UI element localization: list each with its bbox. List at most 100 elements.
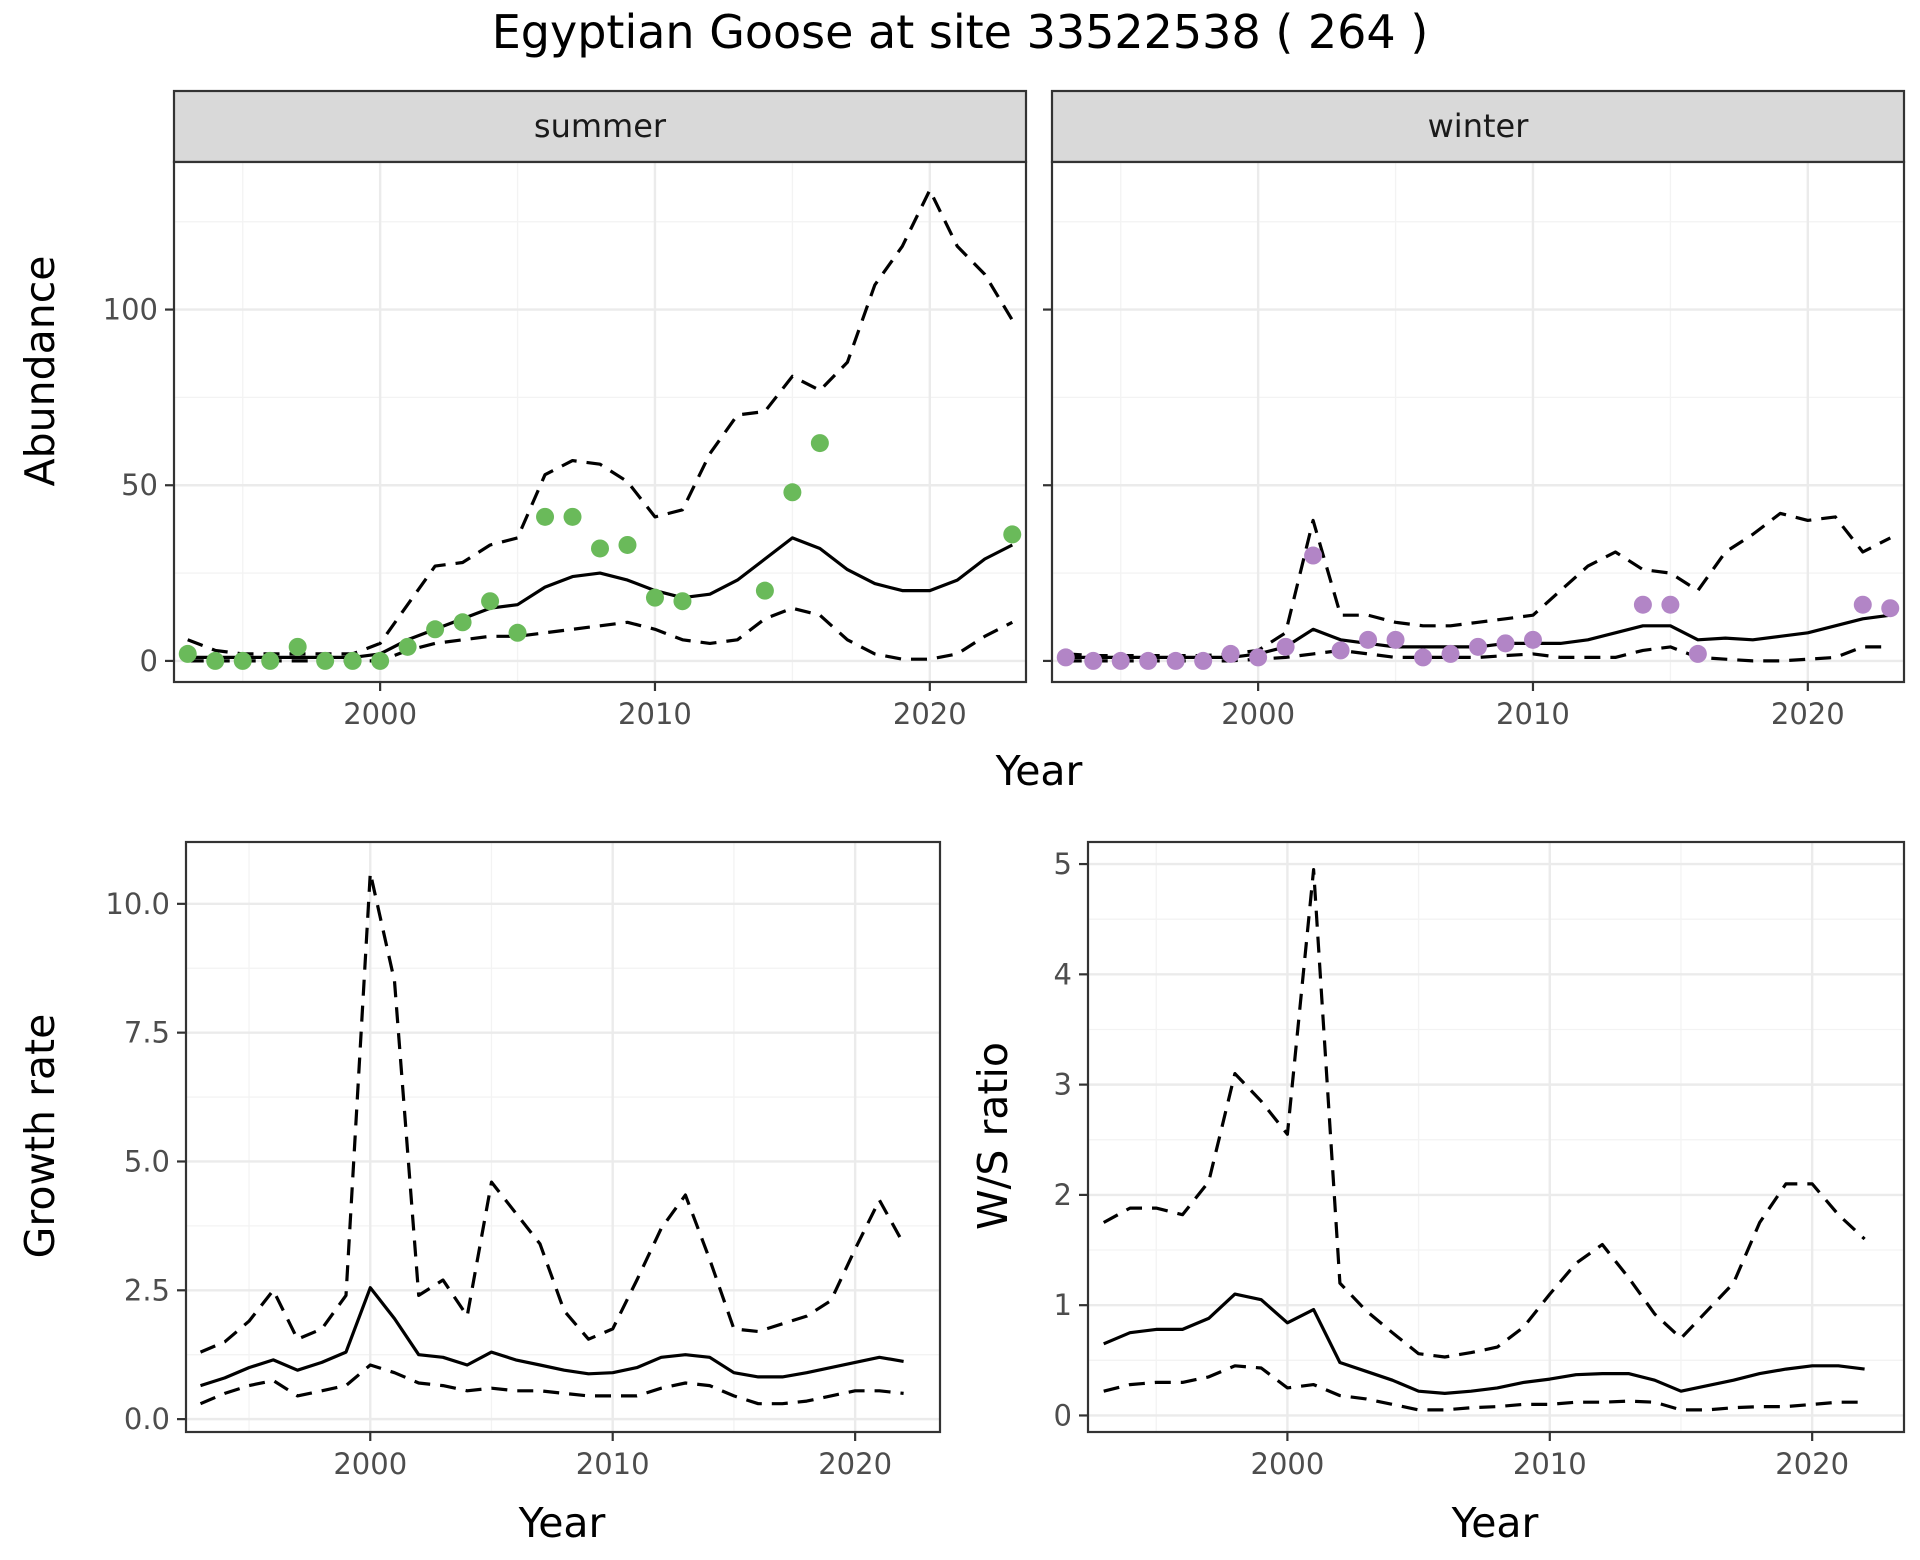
ratio-y-tick-label: 1 xyxy=(1054,1288,1072,1322)
winter-background xyxy=(1052,162,1904,682)
growth-x-tick-label: 2000 xyxy=(333,1447,407,1481)
winter-data-point xyxy=(1661,595,1680,614)
winter-data-point xyxy=(1386,630,1405,649)
winter-x-tick-label: 2000 xyxy=(1221,697,1295,731)
growth-plot-area: 2000 2010 2020 0.0 2.5 5.0 7.5 10.0 xyxy=(105,840,942,1481)
winter-data-point xyxy=(1441,644,1460,663)
summer-strip-label: summer xyxy=(534,107,667,145)
growth-y-tick-label: 7.5 xyxy=(124,1016,170,1050)
summer-data-point xyxy=(426,620,445,639)
summer-data-point xyxy=(481,592,500,611)
growth-background xyxy=(186,842,940,1432)
winter-data-point xyxy=(1139,651,1158,670)
growth-mean-line xyxy=(200,1286,904,1388)
summer-data-point xyxy=(591,539,609,558)
winter-data-point xyxy=(1304,546,1323,565)
winter-data-point xyxy=(1469,637,1487,656)
summer-data-point xyxy=(645,588,664,607)
winter-x-tick-label: 2020 xyxy=(1771,697,1845,731)
winter-abundance-panel: winter 2000 2010 2020 xyxy=(1043,89,1906,731)
winter-strip-label: winter xyxy=(1428,107,1530,145)
summer-data-point xyxy=(261,651,280,670)
winter-data-point xyxy=(1221,644,1240,663)
summer-data-point xyxy=(288,637,307,656)
growth-year-axis-title: Year xyxy=(518,1499,606,1547)
summer-abundance-panel: summer 2000 2010 2020 0 50 100 Abundance xyxy=(16,89,1028,731)
growth-lower-line xyxy=(199,1363,904,1406)
growth-x-tick-label: 2020 xyxy=(818,1447,892,1481)
summer-data-point xyxy=(810,434,829,453)
ratio-x-tick-label: 2000 xyxy=(1251,1447,1325,1481)
summer-data-point xyxy=(536,507,555,526)
ws-ratio-axis-title: W/S ratio xyxy=(969,1042,1017,1230)
ratio-plot-area: 2000 2010 2020 0 1 2 3 4 5 xyxy=(1054,840,1906,1481)
summer-data-point xyxy=(343,651,362,670)
winter-strip xyxy=(1050,89,1906,164)
ws-ratio-panel: 2000 2010 2020 0 1 2 3 4 5 W/S ratio Year xyxy=(969,840,1906,1547)
winter-data-point xyxy=(1331,641,1350,660)
winter-data-point xyxy=(1166,651,1185,670)
summer-data-point xyxy=(206,651,225,670)
summer-y-tick-label: 50 xyxy=(121,468,158,502)
summer-data-point xyxy=(618,535,637,554)
ratio-year-axis-title: Year xyxy=(1451,1499,1539,1547)
summer-data-point xyxy=(316,651,335,670)
winter-data-point xyxy=(1276,637,1295,656)
growth-panel-border xyxy=(184,840,942,1434)
winter-data-point xyxy=(1111,651,1130,670)
summer-plot-area: 2000 2010 2020 0 50 100 xyxy=(103,160,1028,731)
ratio-mean-line xyxy=(1103,1292,1865,1396)
summer-data-point xyxy=(233,651,252,670)
summer-background xyxy=(174,162,1026,682)
winter-x-tick-label: 2010 xyxy=(1496,697,1570,731)
ratio-lower-line xyxy=(1103,1364,1865,1412)
ratio-y-tick-label: 3 xyxy=(1054,1068,1072,1102)
summer-data-point xyxy=(178,644,197,663)
summer-data-point xyxy=(398,637,417,656)
winter-plot-area: 2000 2010 2020 xyxy=(1043,160,1906,731)
summer-data-point xyxy=(673,592,692,611)
summer-x-tick-label: 2000 xyxy=(343,697,417,731)
summer-strip xyxy=(172,89,1028,164)
summer-data-point xyxy=(563,507,582,526)
summer-data-point xyxy=(1003,525,1022,544)
summer-y-tick-label: 100 xyxy=(103,293,158,327)
winter-data-point xyxy=(1056,648,1075,667)
ratio-upper-line xyxy=(1102,867,1866,1359)
ratio-x-tick-label: 2010 xyxy=(1513,1447,1587,1481)
winter-data-point xyxy=(1523,630,1542,649)
summer-y-tick-label: 0 xyxy=(140,644,158,678)
growth-upper-line xyxy=(199,871,906,1354)
winter-data-point xyxy=(1414,648,1433,667)
winter-data-point xyxy=(1853,595,1872,614)
growth-rate-axis-title: Growth rate xyxy=(16,1014,64,1259)
summer-data-point xyxy=(508,623,527,642)
summer-panel-border xyxy=(172,160,1028,684)
summer-data-point xyxy=(783,483,802,502)
ratio-y-tick-label: 2 xyxy=(1054,1178,1072,1212)
ratio-background xyxy=(1088,842,1904,1432)
ratio-y-tick-label: 4 xyxy=(1054,957,1072,991)
growth-y-tick-label: 0.0 xyxy=(124,1402,170,1436)
summer-x-tick-label: 2010 xyxy=(618,697,692,731)
figure-title: Egyptian Goose at site 33522538 ( 264 ) xyxy=(492,5,1429,59)
summer-data-point xyxy=(453,613,472,632)
winter-data-point xyxy=(1194,651,1213,670)
ratio-y-tick-label: 5 xyxy=(1054,847,1072,881)
growth-y-tick-label: 2.5 xyxy=(124,1273,170,1307)
summer-x-tick-label: 2020 xyxy=(893,697,967,731)
summer-data-point xyxy=(371,651,390,670)
growth-y-tick-label: 5.0 xyxy=(124,1144,170,1178)
winter-data-point xyxy=(1496,634,1515,653)
winter-data-point xyxy=(1359,630,1378,649)
winter-data-point xyxy=(1688,644,1707,663)
ratio-y-tick-label: 0 xyxy=(1054,1398,1072,1432)
abundance-axis-title: Abundance xyxy=(16,256,64,487)
ratio-x-tick-label: 2020 xyxy=(1775,1447,1849,1481)
growth-y-tick-label: 10.0 xyxy=(105,887,170,921)
summer-data-point xyxy=(755,581,774,600)
winter-data-point xyxy=(1633,595,1652,614)
ratio-panel-border xyxy=(1086,840,1906,1434)
winter-panel-border xyxy=(1050,160,1906,684)
winter-data-point xyxy=(1084,651,1103,670)
